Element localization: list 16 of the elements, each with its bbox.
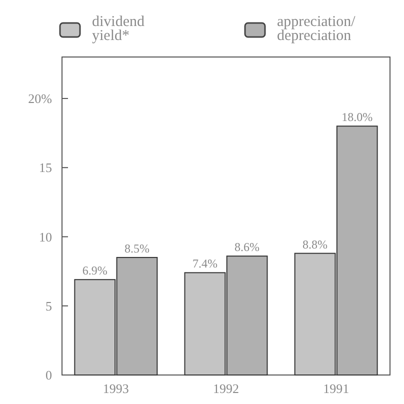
y-tick-label: 5 xyxy=(46,298,52,314)
x-tick-label: 1991 xyxy=(323,381,350,396)
y-tick-label: 0 xyxy=(46,368,52,383)
y-tick-label: 15 xyxy=(39,160,52,176)
y-tick-label: 10 xyxy=(39,229,52,244)
data-label: 8.6% xyxy=(234,240,260,254)
x-tick-label: 1992 xyxy=(213,381,239,396)
y-tick-label: 20% xyxy=(28,91,52,106)
x-tick-label: 1993 xyxy=(102,381,129,396)
data-label: 6.9% xyxy=(82,264,108,278)
data-label: 18.0% xyxy=(342,110,373,124)
data-label: 7.4% xyxy=(192,256,218,271)
legend-label: dividend yield* xyxy=(92,14,145,44)
legend-label: appreciation/ depreciation xyxy=(277,14,356,44)
data-label: 8.5% xyxy=(124,241,150,256)
data-label: 8.8% xyxy=(302,237,328,252)
